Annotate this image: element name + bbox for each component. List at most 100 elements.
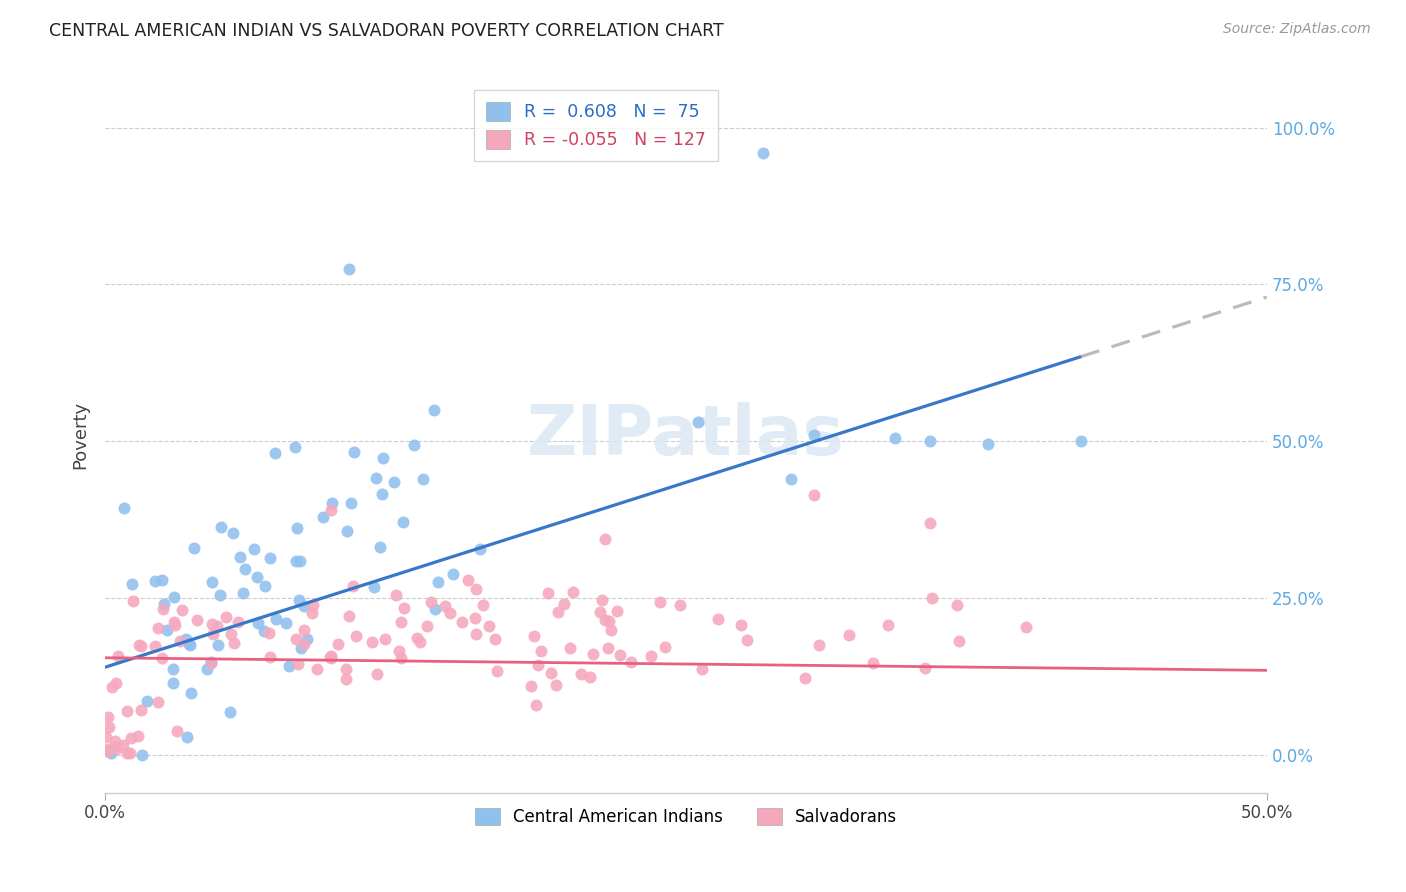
Point [523,629,546,643]
Point [127,730,149,744]
Point [1015,620,1038,634]
Point [115,746,138,760]
Point [219,627,242,641]
Point [104,734,127,748]
Point [371,486,394,500]
Point [319,650,342,665]
Point [485,664,508,678]
Text: CENTRAL AMERICAN INDIAN VS SALVADORAN POVERTY CORRELATION CHART: CENTRAL AMERICAN INDIAN VS SALVADORAN PO… [49,22,724,40]
Point [301,606,323,620]
Point [419,595,441,609]
Point [803,428,825,442]
Point [176,730,198,744]
Point [104,741,127,756]
Point [640,649,662,664]
Point [654,640,676,655]
Point [1070,434,1092,449]
Point [98,719,121,733]
Point [464,611,486,625]
Point [540,666,562,681]
Point [201,626,224,640]
Point [478,619,501,633]
Point [409,635,432,649]
Point [544,678,567,692]
Point [484,632,506,646]
Point [707,612,730,626]
Point [122,594,145,608]
Point [335,662,357,676]
Point [529,644,551,658]
Point [264,612,287,626]
Point [246,616,269,631]
Point [215,610,238,624]
Point [735,633,758,648]
Point [593,613,616,627]
Point [96,744,118,758]
Point [648,595,671,609]
Point [686,416,709,430]
Point [751,145,773,160]
Point [366,471,388,485]
Point [259,650,281,665]
Point [838,628,860,642]
Legend: Central American Indians, Salvadorans: Central American Indians, Salvadorans [467,799,905,834]
Point [177,637,200,651]
Point [243,542,266,557]
Point [222,636,245,650]
Point [274,616,297,631]
Point [162,676,184,690]
Point [464,582,486,596]
Point [226,615,249,629]
Point [547,605,569,619]
Point [183,541,205,555]
Point [914,660,936,674]
Point [423,601,446,615]
Point [582,647,605,661]
Point [297,632,319,646]
Point [169,633,191,648]
Point [104,739,127,753]
Point [120,747,142,761]
Point [730,618,752,632]
Point [207,618,229,632]
Point [97,710,120,724]
Point [209,519,232,533]
Point [143,639,166,653]
Point [284,553,307,567]
Point [290,640,312,655]
Point [166,723,188,738]
Point [579,670,602,684]
Point [948,633,970,648]
Point [121,576,143,591]
Point [520,679,543,693]
Point [389,650,412,665]
Point [284,440,307,454]
Point [290,554,312,568]
Point [388,644,411,658]
Point [593,532,616,546]
Point [162,615,184,629]
Point [287,657,309,672]
Point [200,656,222,670]
Point [598,614,620,628]
Point [107,648,129,663]
Point [337,261,360,276]
Point [120,731,142,745]
Point [412,471,434,485]
Point [668,599,690,613]
Point [342,579,364,593]
Text: ZIPatlas: ZIPatlas [527,401,845,468]
Point [620,656,643,670]
Point [884,431,907,445]
Point [803,488,825,502]
Point [312,509,335,524]
Point [148,695,170,709]
Point [569,667,592,681]
Point [253,579,276,593]
Point [302,598,325,612]
Point [294,623,316,637]
Point [337,608,360,623]
Point [423,403,446,417]
Point [148,621,170,635]
Point [222,526,245,541]
